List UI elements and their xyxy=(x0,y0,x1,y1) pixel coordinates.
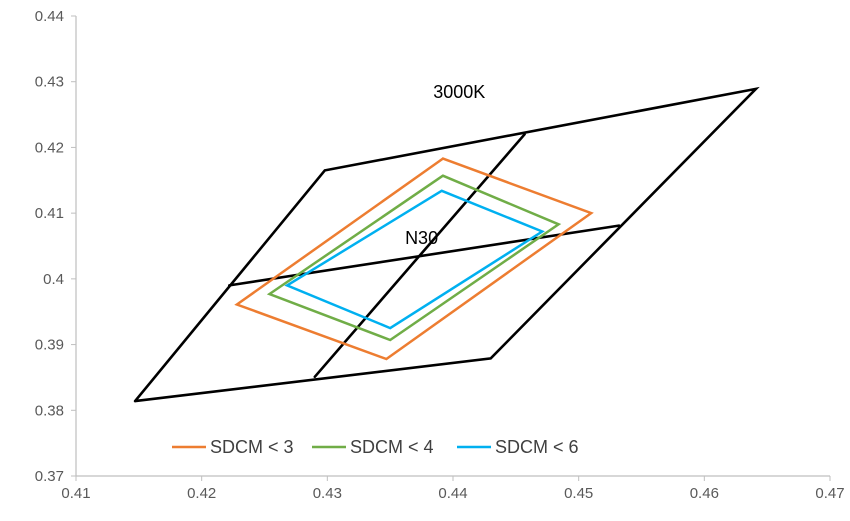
y-tick-label: 0.41 xyxy=(35,205,64,222)
y-tick-label: 0.43 xyxy=(35,74,64,91)
x-tick-label: 0.47 xyxy=(815,485,844,502)
series-line-0 xyxy=(133,86,760,403)
x-tick-label: 0.41 xyxy=(61,485,90,502)
legend-label: SDCM < 6 xyxy=(495,437,579,457)
series-line-2 xyxy=(313,133,526,379)
series-line-sdcm-6 xyxy=(284,189,545,330)
series-line-sdcm-3 xyxy=(234,157,594,361)
legend: SDCM < 3 SDCM < 4 SDCM < 6 xyxy=(172,437,579,457)
y-tick-label: 0.42 xyxy=(35,139,64,156)
annotation-layer: 3000K N30 xyxy=(405,82,485,248)
legend-label: SDCM < 4 xyxy=(350,437,434,457)
x-tick-label: 0.43 xyxy=(313,485,342,502)
y-tick-label: 0.44 xyxy=(35,8,64,25)
y-tick-label: 0.39 xyxy=(35,337,64,354)
y-tick-label: 0.38 xyxy=(35,402,64,419)
annotation-n30: N30 xyxy=(405,228,438,248)
y-tick-label: 0.37 xyxy=(35,468,64,485)
legend-label: SDCM < 3 xyxy=(210,437,294,457)
y-tick-label: 0.4 xyxy=(43,271,64,288)
series-line-1 xyxy=(228,224,621,287)
series-line-sdcm-4 xyxy=(266,174,562,342)
x-tick-label: 0.45 xyxy=(564,485,593,502)
x-tick-label: 0.46 xyxy=(690,485,719,502)
x-tick-label: 0.42 xyxy=(187,485,216,502)
series-layer xyxy=(133,86,760,403)
annotation-3000k: 3000K xyxy=(433,82,485,102)
x-tick-label: 0.44 xyxy=(438,485,467,502)
axes: 0.37 0.38 0.39 0.4 0.41 0.42 0.43 0.44 0.41 0.42 0… xyxy=(35,8,845,502)
